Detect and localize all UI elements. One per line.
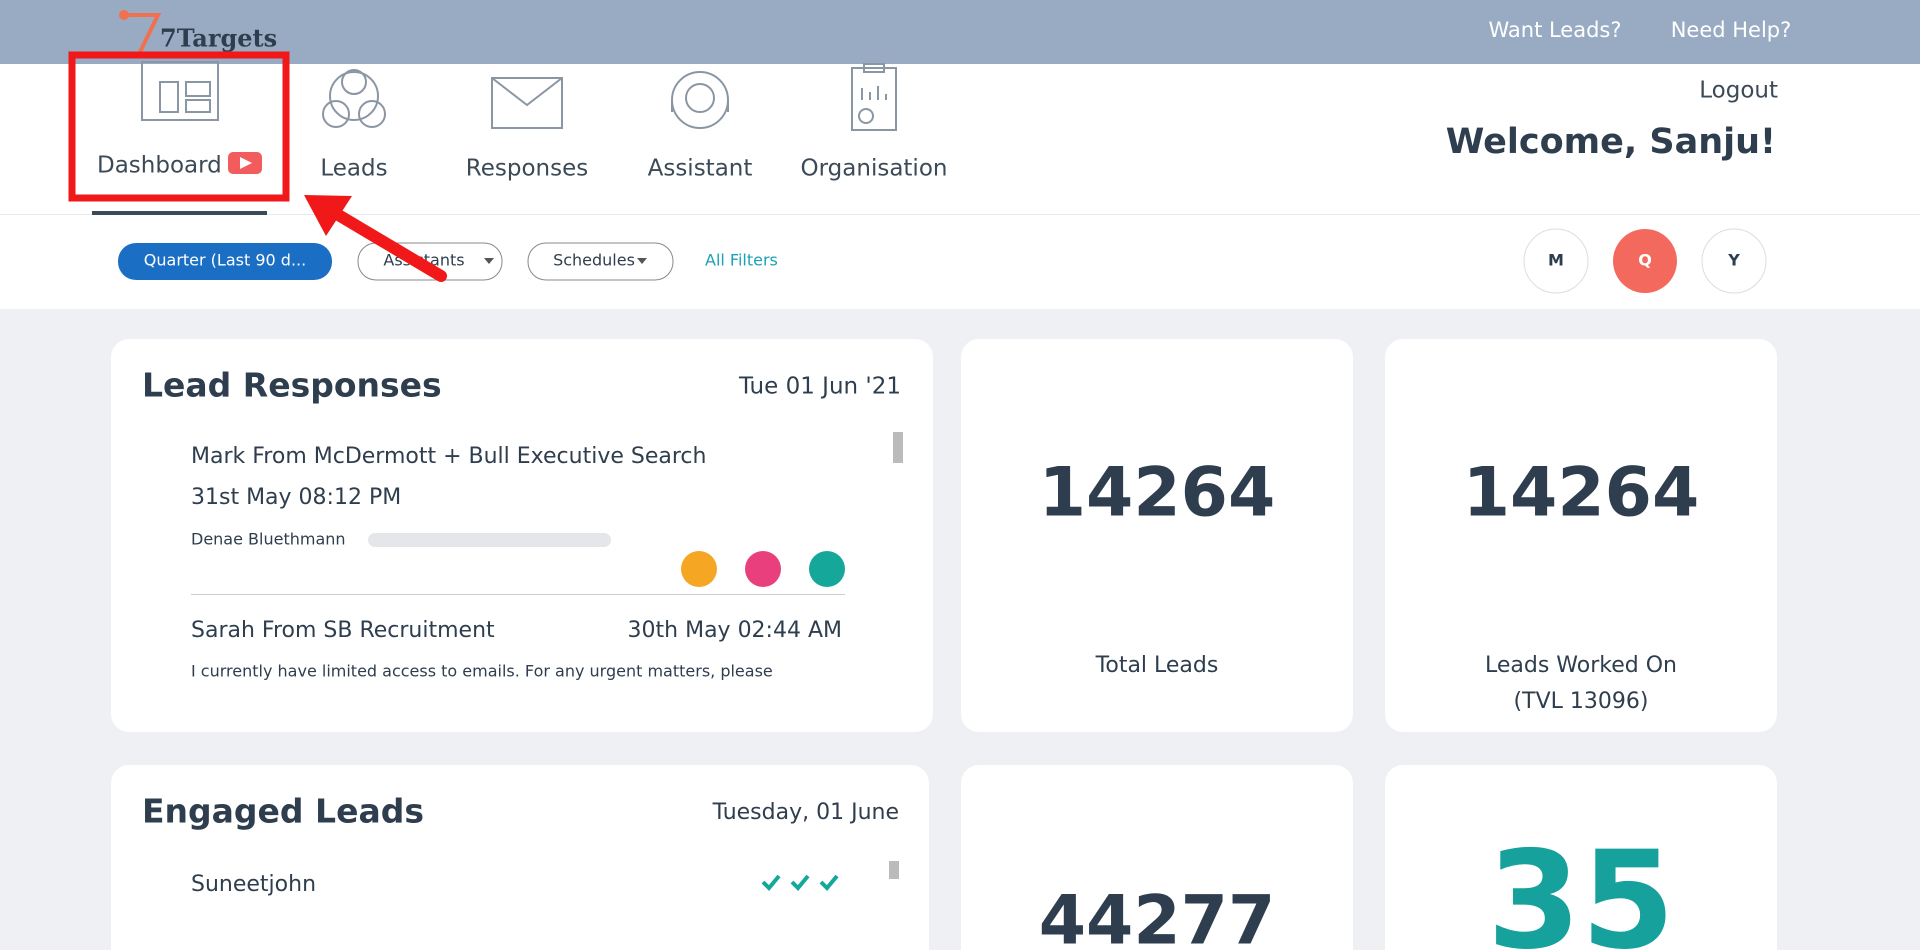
stat-label: Total Leads [1095,653,1219,678]
scrollbar [893,432,903,463]
top-bar [0,0,1920,64]
nav-tab[interactable]: Leads [320,156,387,182]
filter-pill[interactable] [118,243,332,280]
welcome: Welcome, Sanju! [1446,122,1776,162]
card [961,339,1353,732]
top-link[interactable]: Want Leads? [1488,18,1621,42]
action-email[interactable] [681,551,717,587]
response-subject[interactable]: Sarah From SB Recruitment [191,618,495,643]
toggle[interactable] [1613,229,1677,293]
nav-tab[interactable]: Dashboard [97,153,222,179]
divider [191,594,845,595]
toggle[interactable] [1523,228,1589,294]
stat-value: 35 [1487,822,1675,950]
caret [637,258,647,264]
response-time: 30th May 02:44 AM [628,618,842,643]
card [111,765,929,950]
lead-name[interactable]: Suneetjohn [191,872,316,897]
card [1385,765,1777,950]
filter-label[interactable]: Schedules [553,251,635,270]
caret [484,258,494,264]
icons [141,61,897,131]
response-time: 31st May 08:12 PM [191,485,401,510]
stat-value: 14264 [1039,454,1276,533]
cards [111,339,1777,950]
nav-bar [0,64,1920,215]
toggle-label[interactable]: Y [1727,251,1740,270]
card-title: Engaged Leads [142,792,424,831]
logo: 7Targets [119,10,277,53]
card [961,765,1353,950]
active-underline [92,211,267,215]
nav-tab[interactable]: Organisation [801,156,948,182]
card-date: Tuesday, 01 June [712,800,899,825]
highlight-box [68,51,290,202]
logout[interactable]: Logout [1699,78,1778,104]
arrow-shaft [324,204,447,282]
top-link[interactable]: Need Help? [1671,18,1792,42]
play-icon [240,157,252,169]
card-title: Lead Responses [142,366,442,405]
action-mail[interactable] [745,551,781,587]
toggle-label[interactable]: Q [1638,251,1652,270]
brand: 7Targets [160,24,277,53]
card [1385,339,1777,732]
stat-value: 44277 [1039,882,1276,950]
nav-tabs: Dashboard Leads Responses Assistant Orga… [92,152,947,215]
response-preview: I currently have limited access to email… [191,662,773,681]
arrow-head [304,195,352,236]
divider [0,214,1920,215]
blurred-email [368,533,611,547]
filter-label[interactable]: Quarter (Last 90 d... [144,251,306,270]
stat-value: 14264 [1463,454,1700,533]
response-contact: Denae Bluethmann [191,530,346,549]
response-subject[interactable]: Mark From McDermott + Bull Executive Sea… [191,444,706,469]
nav-tab[interactable]: Assistant [648,156,753,182]
card-date: Tue 01 Jun '21 [738,374,901,400]
read-ticks [761,874,839,891]
all-filters[interactable]: All Filters [705,251,778,270]
action-reply[interactable] [809,551,845,587]
toggle-label[interactable]: M [1548,251,1564,270]
filter-pill[interactable] [527,242,674,281]
stat-label: Leads Worked On [1485,653,1677,678]
nav-tab[interactable]: Responses [466,156,588,182]
stat-label: (TVL 13096) [1514,689,1649,714]
toggle[interactable] [1701,228,1767,294]
scrollbar [889,861,899,879]
